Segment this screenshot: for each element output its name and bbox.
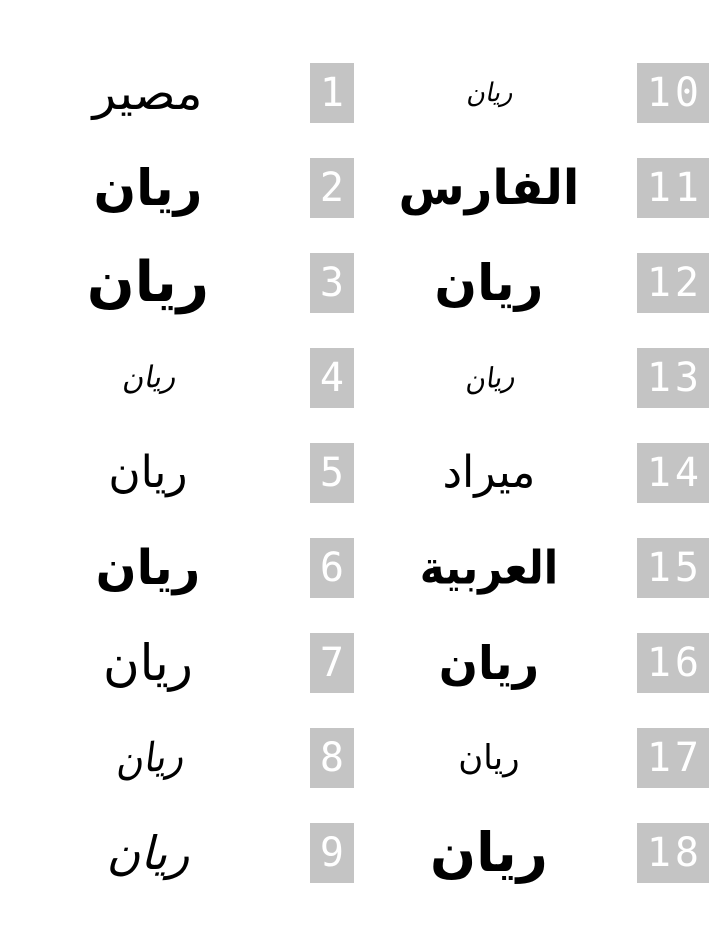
specimen-number-badge: 6 — [309, 537, 354, 598]
specimen-row: 18 ريان — [355, 805, 709, 900]
specimen-word: ريان — [111, 731, 185, 785]
specimen-row: 13 ريان — [355, 330, 709, 425]
specimen-word: ميراد — [442, 446, 536, 498]
specimen-word: الفارس — [398, 159, 581, 216]
specimen-number-badge: 10 — [636, 62, 709, 123]
specimen-word: ريان — [119, 358, 177, 397]
specimen-number-badge: 2 — [309, 157, 354, 218]
specimen-word: ريان — [102, 633, 193, 692]
specimen-row: 3 ريان — [0, 235, 354, 330]
specimen-word: ريان — [86, 249, 210, 315]
specimen-word: ريان — [108, 446, 188, 498]
specimen-number-badge: 5 — [309, 442, 354, 503]
specimen-row: 6 ريان — [0, 520, 354, 615]
specimen-row: 2 ريان — [0, 140, 354, 235]
specimen-word: ريان — [461, 358, 516, 398]
specimen-row: 14 ميراد — [355, 425, 709, 520]
specimen-number-badge: 12 — [636, 252, 709, 313]
specimen-word: ريان — [464, 76, 514, 110]
specimen-word: ريان — [438, 635, 540, 690]
specimen-row: 16 ريان — [355, 615, 709, 710]
specimen-word: ريان — [430, 820, 548, 884]
specimen-row: 8 ريان — [0, 710, 354, 805]
specimen-number-badge: 18 — [636, 822, 709, 883]
specimen-number-badge: 16 — [636, 632, 709, 693]
left-column: 1 مصير 2 ريان 3 ريان 4 ريان 5 ريان 6 ريان 7 ريان 8 ريان… — [0, 0, 354, 945]
specimen-row: 7 ريان — [0, 615, 354, 710]
specimen-word: العربية — [419, 540, 560, 594]
right-column: 10 ريان 11 الفارس 12 ريان 13 ريان 14 ميراد 15 العرب… — [355, 0, 709, 945]
specimen-number-badge: 14 — [636, 442, 709, 503]
specimen-word: ريان — [93, 158, 203, 217]
specimen-number-badge: 17 — [636, 727, 709, 788]
specimen-number-badge: 15 — [636, 537, 709, 598]
specimen-row: 10 ريان — [355, 45, 709, 140]
specimen-row: 11 الفارس — [355, 140, 709, 235]
specimen-row: 1 مصير — [0, 45, 354, 140]
specimen-row: 12 ريان — [355, 235, 709, 330]
specimen-word: ريان — [434, 253, 544, 312]
specimen-row: 9 ريان — [0, 805, 354, 900]
specimen-row: 5 ريان — [0, 425, 354, 520]
specimen-word: ريان — [106, 825, 190, 880]
specimen-word: ريان — [458, 737, 520, 778]
specimen-word: مصير — [92, 65, 203, 120]
specimen-number-badge: 1 — [309, 62, 354, 123]
specimen-number-badge: 7 — [309, 632, 354, 693]
specimen-number-badge: 11 — [636, 157, 709, 218]
specimen-number-badge: 13 — [636, 347, 709, 408]
specimen-row: 4 ريان — [0, 330, 354, 425]
specimen-row: 17 ريان — [355, 710, 709, 805]
specimen-number-badge: 8 — [309, 727, 354, 788]
specimen-number-badge: 9 — [309, 822, 354, 883]
specimen-word: ريان — [95, 539, 201, 596]
specimen-number-badge: 4 — [309, 347, 354, 408]
specimen-row: 15 العربية — [355, 520, 709, 615]
specimen-number-badge: 3 — [309, 252, 354, 313]
